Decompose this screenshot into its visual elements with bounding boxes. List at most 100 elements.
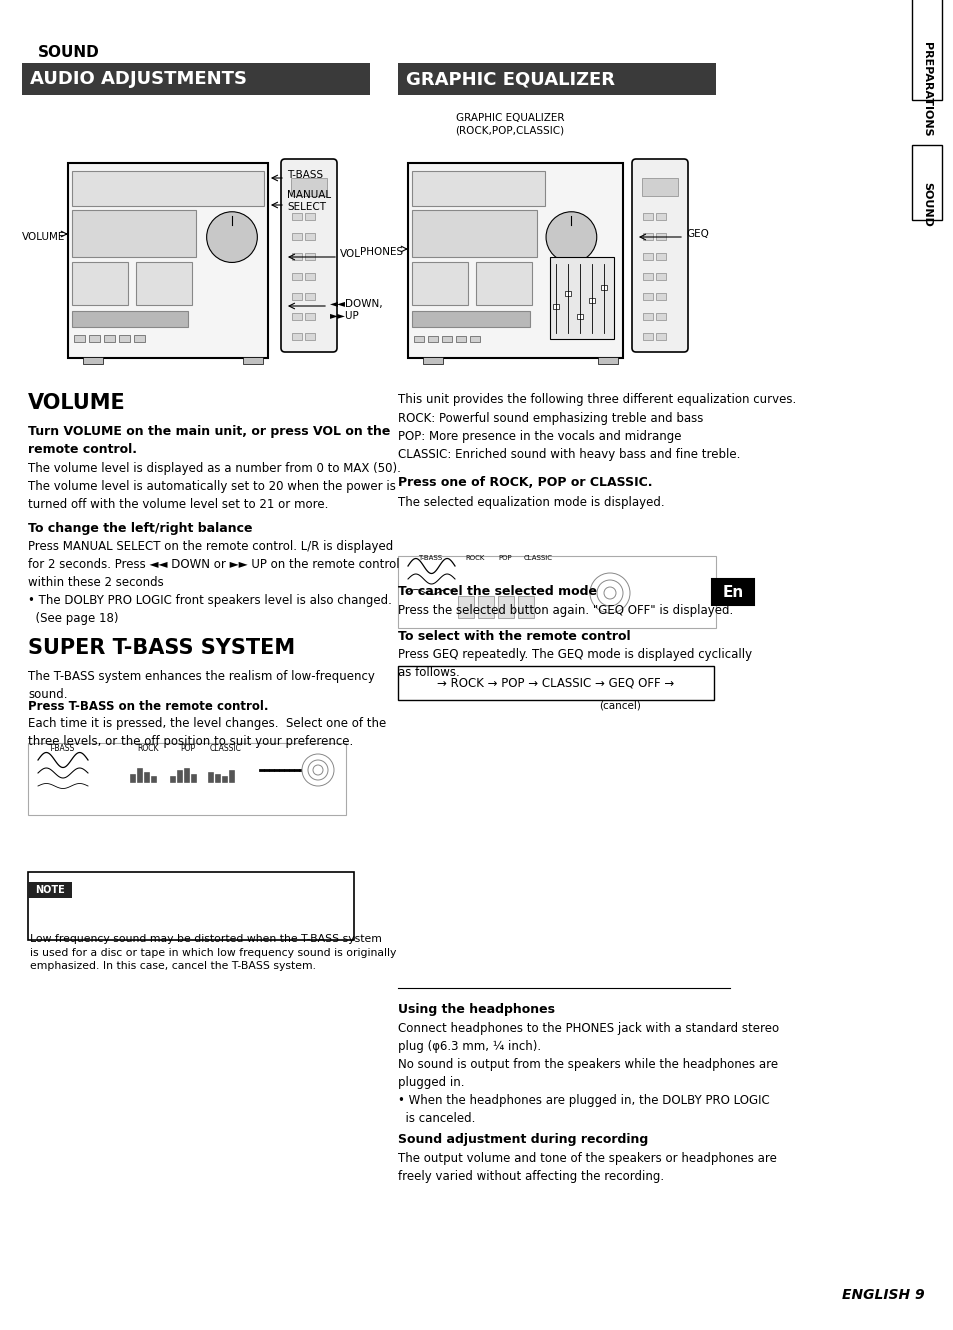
Bar [577, 314, 582, 319]
Bar [642, 313, 652, 321]
Text: Press MANUAL SELECT on the remote control. L/R is displayed
for 2 seconds. Press: Press MANUAL SELECT on the remote contro… [28, 540, 399, 625]
Text: Using the headphones: Using the headphones [397, 1003, 555, 1016]
Circle shape [597, 580, 622, 606]
Bar [184, 767, 189, 782]
Bar [28, 882, 71, 898]
Bar [89, 335, 100, 342]
Bar [83, 356, 103, 364]
Bar [292, 332, 302, 340]
Bar [144, 771, 149, 782]
Bar [397, 666, 713, 700]
Text: SOUND: SOUND [921, 182, 931, 227]
Bar [642, 253, 652, 259]
Bar [292, 293, 302, 301]
Text: The output volume and tone of the speakers or headphones are
freely varied witho: The output volume and tone of the speake… [397, 1152, 776, 1182]
Bar [71, 210, 195, 257]
Text: AUDIO ADJUSTMENTS: AUDIO ADJUSTMENTS [30, 70, 247, 88]
Bar [305, 233, 314, 239]
Text: CLASSIC: Enriched sound with heavy bass and fine treble.: CLASSIC: Enriched sound with heavy bass … [397, 448, 740, 462]
Bar [305, 253, 314, 259]
Text: ROCK: ROCK [137, 743, 158, 753]
Bar [28, 872, 354, 940]
Text: Turn VOLUME on the main unit, or press VOL on the
remote control.: Turn VOLUME on the main unit, or press V… [28, 426, 390, 455]
Bar [598, 356, 618, 364]
Bar [412, 262, 467, 306]
Text: GRAPHIC EQUALIZER: GRAPHIC EQUALIZER [406, 70, 615, 88]
Bar [600, 285, 606, 290]
Text: CLASSIC: CLASSIC [210, 743, 242, 753]
Bar [170, 775, 174, 782]
Text: ◄◄DOWN,
►►UP: ◄◄DOWN, ►►UP [330, 299, 383, 321]
Bar [292, 273, 302, 281]
Bar [397, 63, 716, 94]
Bar [243, 356, 263, 364]
Bar [656, 332, 665, 340]
Text: T-BASS: T-BASS [417, 555, 441, 561]
Bar [292, 313, 302, 321]
Text: SUPER T-BASS SYSTEM: SUPER T-BASS SYSTEM [28, 638, 294, 658]
Bar [553, 305, 558, 310]
Text: CLASSIC: CLASSIC [523, 555, 552, 561]
Bar [911, 145, 941, 219]
Bar [208, 771, 213, 782]
Bar [456, 336, 465, 342]
Text: VOLUME: VOLUME [22, 231, 65, 242]
Bar [642, 332, 652, 340]
Text: T-BASS: T-BASS [49, 743, 75, 753]
Bar [549, 257, 614, 339]
Circle shape [545, 211, 597, 262]
Bar [564, 290, 570, 295]
Bar [305, 273, 314, 281]
Text: This unit provides the following three different equalization curves.: This unit provides the following three d… [397, 392, 796, 406]
Bar [71, 311, 188, 327]
Bar [68, 164, 268, 358]
Bar [130, 774, 135, 782]
Bar [476, 262, 532, 306]
Bar [656, 253, 665, 259]
Text: → ROCK → POP → CLASSIC → GEQ OFF →: → ROCK → POP → CLASSIC → GEQ OFF → [436, 677, 674, 689]
Bar [911, 0, 941, 100]
Text: SOUND: SOUND [38, 45, 100, 60]
Text: PREPARATIONS: PREPARATIONS [921, 43, 931, 137]
Text: Press GEQ repeatedly. The GEQ mode is displayed cyclically
as follows.: Press GEQ repeatedly. The GEQ mode is di… [397, 648, 751, 680]
Circle shape [302, 754, 334, 786]
Bar [177, 770, 182, 782]
Text: POP: More presence in the vocals and midrange: POP: More presence in the vocals and mid… [397, 430, 680, 443]
Bar [292, 253, 302, 259]
Bar [292, 233, 302, 239]
Text: ROCK: ROCK [465, 555, 484, 561]
Bar [305, 313, 314, 321]
Bar [408, 164, 622, 358]
Text: To change the left/right balance: To change the left/right balance [28, 521, 253, 535]
Bar [136, 262, 192, 306]
Bar [641, 178, 678, 197]
Bar [656, 213, 665, 219]
Text: The volume level is displayed as a number from 0 to MAX (50).
The volume level i: The volume level is displayed as a numbe… [28, 462, 400, 511]
Text: MANUAL
SELECT: MANUAL SELECT [287, 190, 331, 211]
Circle shape [207, 211, 257, 262]
Text: NOTE: NOTE [35, 884, 65, 895]
Bar [441, 336, 452, 342]
Bar [214, 774, 220, 782]
Text: Each time it is pressed, the level changes.  Select one of the
three levels, or : Each time it is pressed, the level chang… [28, 717, 386, 747]
Bar [517, 596, 534, 618]
Bar [151, 775, 156, 782]
Text: Press T-BASS on the remote control.: Press T-BASS on the remote control. [28, 700, 268, 713]
Bar [412, 210, 537, 257]
Bar [137, 767, 142, 782]
Text: The T-BASS system enhances the realism of low-frequency
sound.: The T-BASS system enhances the realism o… [28, 670, 375, 701]
Bar [656, 313, 665, 321]
Text: GEQ: GEQ [685, 229, 708, 239]
Bar [412, 311, 530, 327]
Bar [305, 213, 314, 219]
Text: ENGLISH 9: ENGLISH 9 [841, 1287, 924, 1302]
Bar [291, 178, 327, 197]
Bar [305, 332, 314, 340]
Bar [74, 335, 85, 342]
FancyBboxPatch shape [281, 160, 336, 352]
Bar [642, 213, 652, 219]
Bar [588, 298, 595, 303]
Text: Low frequency sound may be distorted when the T-BASS system
is used for a disc o: Low frequency sound may be distorted whe… [30, 934, 395, 971]
Bar [477, 596, 494, 618]
Bar [470, 336, 479, 342]
